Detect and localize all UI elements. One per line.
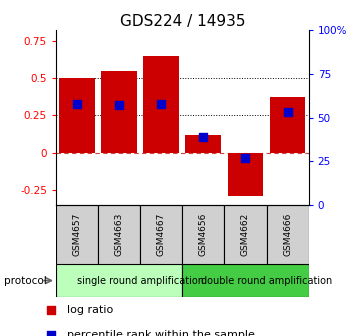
Bar — [266, 205, 309, 264]
Text: GSM4667: GSM4667 — [157, 213, 166, 256]
Bar — [56, 205, 98, 264]
Text: percentile rank within the sample: percentile rank within the sample — [67, 330, 255, 336]
Point — [48, 308, 53, 313]
Bar — [143, 56, 179, 153]
Bar — [59, 78, 95, 153]
Point — [116, 103, 122, 108]
Point — [285, 110, 291, 115]
Bar — [101, 71, 137, 153]
Bar — [186, 135, 221, 153]
Bar — [182, 205, 225, 264]
Text: protocol: protocol — [4, 276, 46, 286]
Text: double round amplification: double round amplification — [201, 276, 332, 286]
Bar — [98, 205, 140, 264]
Bar — [56, 264, 182, 297]
Text: single round amplification: single round amplification — [77, 276, 204, 286]
Text: GSM4657: GSM4657 — [73, 213, 82, 256]
Text: GSM4663: GSM4663 — [115, 213, 123, 256]
Text: GSM4666: GSM4666 — [283, 213, 292, 256]
Bar — [182, 264, 309, 297]
Point — [200, 134, 206, 139]
Text: log ratio: log ratio — [67, 305, 113, 315]
Point — [48, 332, 53, 336]
Title: GDS224 / 14935: GDS224 / 14935 — [119, 14, 245, 29]
Point — [243, 155, 248, 161]
Point — [158, 101, 164, 106]
Point — [74, 101, 80, 106]
Bar — [270, 97, 305, 153]
Text: GSM4656: GSM4656 — [199, 213, 208, 256]
Bar — [140, 205, 182, 264]
Text: GSM4662: GSM4662 — [241, 213, 250, 256]
Bar — [227, 153, 264, 196]
Bar — [225, 205, 266, 264]
